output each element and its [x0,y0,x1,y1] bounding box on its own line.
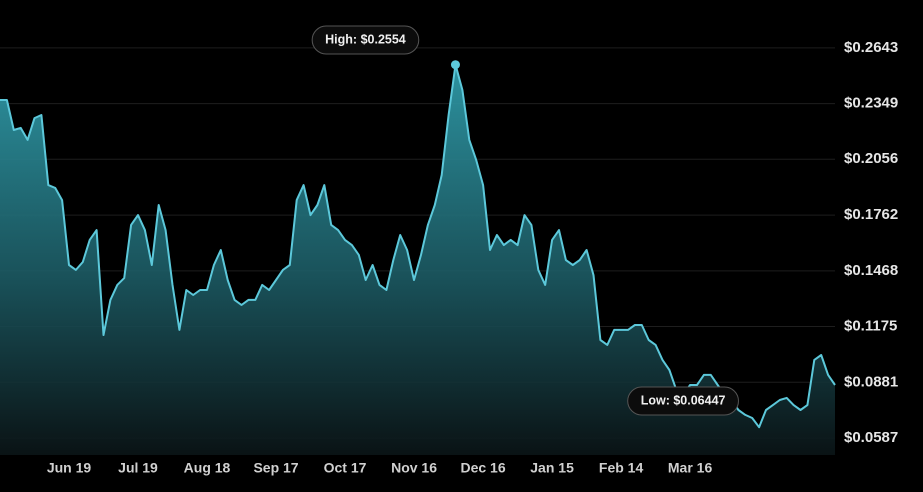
y-tick-label: $0.2349 [844,95,898,112]
x-tick-label: Dec 16 [460,460,505,476]
x-tick-label: Jun 19 [47,460,92,476]
high-marker [450,60,460,70]
y-tick-label: $0.1175 [844,317,897,334]
x-tick-label: Jul 19 [118,460,158,476]
line [0,63,836,429]
x-tick-label: Mar 16 [668,460,713,476]
area [0,64,835,455]
x-tick-label: Jan 15 [530,460,574,476]
y-tick-label: $0.0587 [844,429,898,446]
x-tick-label: Feb 14 [599,460,644,476]
x-tick-label: Oct 17 [324,460,367,476]
high-box [311,25,420,55]
y-tick-label: $0.0881 [844,373,898,390]
y-tick-label: $0.1762 [844,206,898,223]
x-tick-label: Nov 16 [391,460,437,476]
x-tick-label: Sep 17 [253,460,298,476]
y-tick-label: $0.2056 [844,150,898,167]
high-label: High: $0.2554 [325,32,406,46]
y-tick-label: $0.1468 [844,262,898,279]
low-box [627,386,739,416]
low-annotation: Low: $0.06447 [627,386,739,416]
low-label: Low: $0.06447 [641,393,726,407]
high-annotation: High: $0.2554 [311,25,420,55]
x-tick-label: Aug 18 [184,460,231,476]
y-tick-label: $0.2643 [844,39,898,56]
